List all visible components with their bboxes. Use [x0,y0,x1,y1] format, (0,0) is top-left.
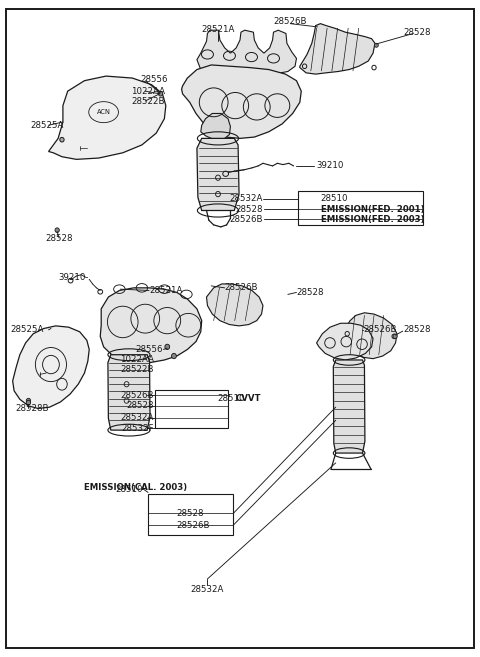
Text: 28532A: 28532A [191,585,224,594]
Text: 28532A: 28532A [120,413,154,422]
Text: 39210: 39210 [59,273,86,282]
Ellipse shape [158,91,163,96]
Text: 28528: 28528 [45,233,73,242]
Text: 28556: 28556 [141,75,168,84]
Text: 1022AA: 1022AA [120,355,154,365]
Polygon shape [181,65,301,139]
Polygon shape [333,360,365,453]
Polygon shape [12,326,89,409]
Text: EMISSION(FED. 2001): EMISSION(FED. 2001) [322,205,425,214]
Text: EMISSION(CAL. 2003): EMISSION(CAL. 2003) [84,483,188,491]
Ellipse shape [165,344,169,350]
Text: 28528: 28528 [126,401,154,411]
Text: 28528: 28528 [297,288,324,297]
Text: 28528: 28528 [403,28,431,37]
Text: 39210: 39210 [317,162,344,170]
Text: 28556: 28556 [135,345,162,354]
Text: 28525A: 28525A [30,121,64,130]
Text: 28526B: 28526B [120,391,154,400]
Polygon shape [108,355,150,430]
Text: 28521A: 28521A [149,286,182,295]
Text: EMISSION(FED. 2003): EMISSION(FED. 2003) [322,215,425,223]
Text: ACN: ACN [96,109,110,115]
Bar [299,191,423,225]
Text: 28510: 28510 [116,485,144,493]
Text: 28525A: 28525A [10,325,44,334]
Text: 28526B: 28526B [229,215,263,223]
Polygon shape [206,284,263,326]
Text: 28522B: 28522B [131,97,164,106]
Text: CVVT: CVVT [235,394,261,403]
Text: 28510: 28510 [321,194,348,203]
Ellipse shape [374,43,378,47]
Text: 28532F: 28532F [121,424,154,433]
Bar [148,494,233,535]
Ellipse shape [26,398,31,403]
Text: 28526B: 28526B [363,325,397,334]
Text: 28532A: 28532A [229,194,263,203]
Text: 1022AA: 1022AA [131,87,165,96]
Text: 28528B: 28528B [15,404,48,413]
Text: 28526B: 28526B [177,521,210,530]
Ellipse shape [393,334,397,338]
Text: 28526B: 28526B [274,17,307,26]
Polygon shape [300,24,375,74]
Text: 28528: 28528 [236,205,263,214]
Polygon shape [197,30,297,77]
Ellipse shape [60,137,64,142]
Text: 28528: 28528 [177,509,204,518]
Ellipse shape [171,353,176,359]
Polygon shape [201,114,230,140]
Polygon shape [100,288,202,363]
Text: 28528: 28528 [404,325,431,334]
Text: 28526B: 28526B [225,283,258,292]
Polygon shape [317,323,373,360]
Text: 28522B: 28522B [120,365,154,374]
Polygon shape [48,76,166,160]
Text: 28521A: 28521A [202,25,235,34]
Polygon shape [197,139,239,210]
Bar [155,390,228,428]
Ellipse shape [26,400,31,405]
Text: 28510: 28510 [217,394,244,403]
Polygon shape [344,313,397,359]
Ellipse shape [55,228,60,233]
